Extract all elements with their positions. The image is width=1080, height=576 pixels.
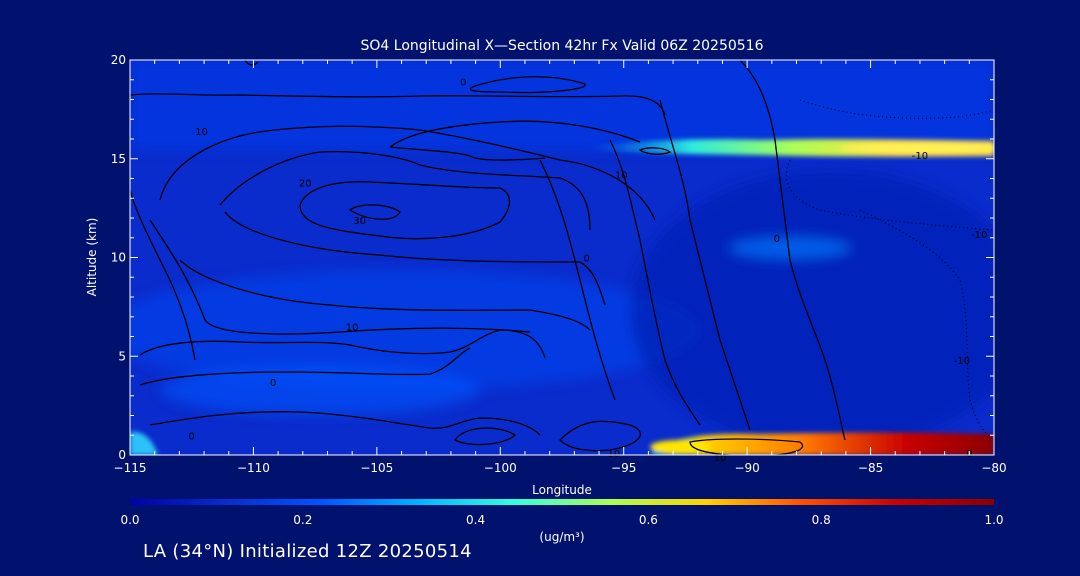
colorbar-tick-label: 0.4 [466, 513, 485, 527]
contour-line [139, 347, 471, 386]
contour-line [559, 420, 642, 452]
contour-label: 10 [714, 453, 727, 464]
y-tick-label: 5 [118, 349, 126, 363]
x-tick-label: −115 [114, 461, 147, 475]
colorbar-tick-label: 0.8 [812, 513, 831, 527]
contour-line [130, 93, 666, 116]
western-surface-patch [130, 431, 158, 455]
contour-line [638, 147, 672, 155]
contour-line [149, 219, 531, 335]
x-axis-label: Longitude [532, 483, 592, 497]
contour-line [469, 76, 586, 94]
contour-line [389, 146, 546, 161]
upper-layer-shade [130, 60, 994, 150]
contour-line [244, 60, 259, 66]
contour-line [539, 159, 616, 401]
upper-band-core [840, 143, 994, 153]
y-tick-label: 0 [118, 448, 126, 462]
y-axis-label: Altitude (km) [85, 218, 99, 297]
east-dark-region [630, 170, 994, 450]
contour-label: -10 [912, 151, 928, 162]
colorbar-tick-label: 1.0 [984, 513, 1003, 527]
negative-contours [785, 99, 994, 441]
contour-label: 0 [189, 431, 195, 442]
contour-line [659, 99, 751, 431]
contour-line [389, 120, 641, 148]
contour-line [739, 60, 846, 441]
y-axis: 0 5 10 15 20 [111, 53, 994, 462]
contour-label: -10 [971, 230, 987, 241]
contour-line [149, 411, 541, 436]
colorbar-ticks: 0.0 0.2 0.4 0.6 0.8 1.0 [120, 513, 1003, 527]
contour-line [348, 204, 401, 220]
contour-line [689, 438, 803, 455]
x-tick-label: −85 [858, 461, 883, 475]
x-tick-label: −105 [360, 461, 393, 475]
mid-layer-shade [130, 270, 700, 390]
contour-line [224, 211, 606, 306]
contour-label: 10 [615, 171, 628, 182]
colorbar-unit-label: (ug/m³) [539, 530, 584, 544]
contour-line [609, 139, 701, 426]
contour-line [139, 329, 546, 359]
contour-line [454, 427, 517, 446]
colorbar [130, 499, 994, 505]
contour-line [159, 125, 656, 221]
negative-contour-line [785, 159, 994, 231]
contour-label: 10 [346, 323, 359, 334]
x-axis: −115 −110 −105 −100 −95 −90 −85 −80 [114, 60, 1007, 475]
contour-label: -10 [954, 356, 970, 367]
contour-label: 10 [195, 127, 208, 138]
chart-title: SO4 Longitudinal X—Section 42hr Fx Valid… [361, 38, 764, 54]
contour-line [179, 259, 591, 331]
y-tick-label: 20 [111, 53, 126, 67]
colorbar-tick-label: 0.6 [639, 513, 658, 527]
x-tick-label: −80 [981, 461, 1006, 475]
contour-label: 20 [299, 178, 312, 189]
y-tick-label: 15 [111, 152, 126, 166]
colorbar-tick-label: 0.2 [293, 513, 312, 527]
bright-patch-mid [730, 238, 850, 258]
surface-plume-core [650, 440, 710, 454]
contour-lines [130, 60, 846, 455]
initialization-caption: LA (34°N) Initialized 12Z 20250514 [143, 541, 472, 562]
contour-label: 30 [353, 216, 366, 227]
x-tick-label: −110 [237, 461, 270, 475]
contour-label: 0 [460, 78, 466, 89]
contour-line [299, 181, 511, 240]
x-tick-label: −100 [484, 461, 517, 475]
colorbar-tick-label: 0.0 [120, 513, 139, 527]
lower-bright-patch [160, 365, 480, 415]
x-tick-label: −90 [734, 461, 759, 475]
x-tick-label: −95 [611, 461, 636, 475]
surface-so4-plume [650, 432, 994, 455]
contour-line [219, 150, 591, 231]
contour-label: 0 [583, 254, 589, 265]
heatmap-field [130, 60, 994, 455]
contour-line [130, 189, 196, 361]
contour-label: 0 [774, 234, 780, 245]
contour-label: 0 [270, 378, 276, 389]
y-tick-label: 10 [111, 251, 126, 265]
